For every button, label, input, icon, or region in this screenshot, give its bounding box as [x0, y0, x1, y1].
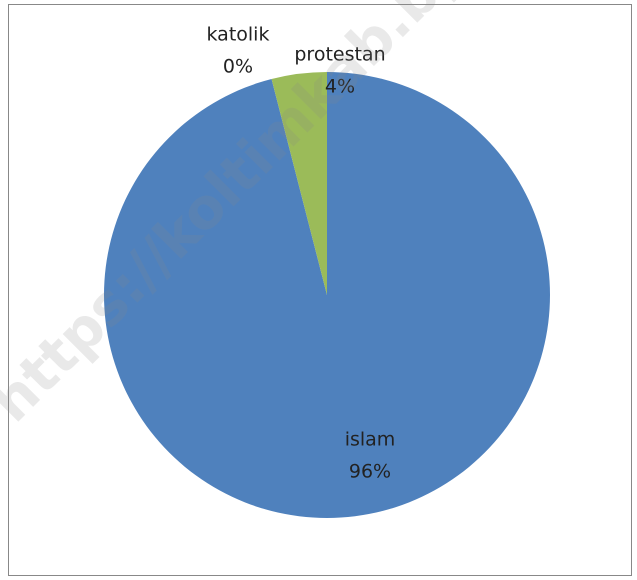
slice-value: 0% [223, 56, 253, 78]
pie-slice [103, 72, 550, 519]
pie [103, 72, 550, 519]
slice-value: 96% [349, 461, 391, 483]
slice-name: katolik [207, 24, 270, 46]
slice-value: 4% [325, 76, 355, 98]
labels: islam 96% katolik 0% protestan 4% [207, 24, 396, 483]
slice-name: islam [345, 429, 396, 451]
slice-name: protestan [294, 44, 385, 66]
pie-slice [271, 72, 327, 295]
